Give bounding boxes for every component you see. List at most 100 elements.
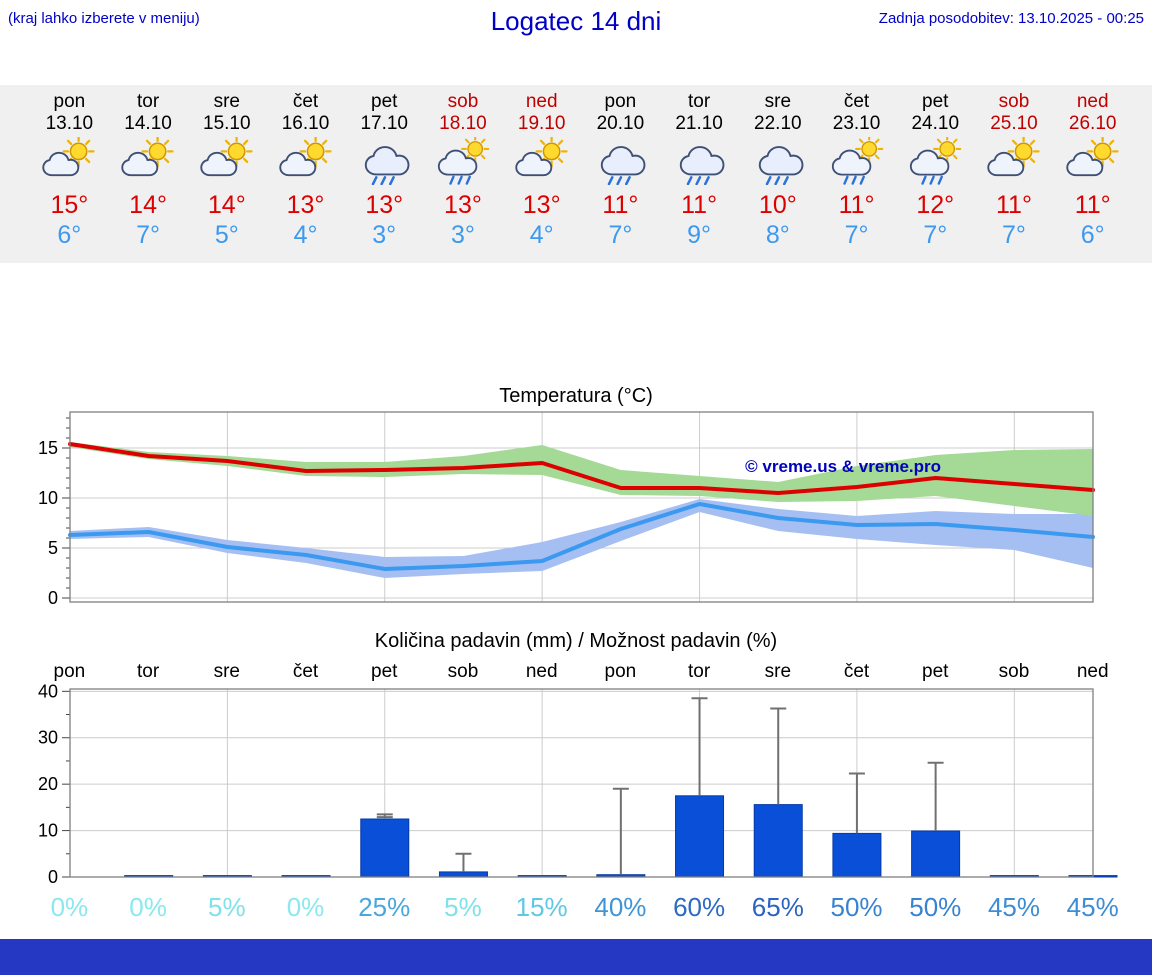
day-date: 25.10 xyxy=(990,113,1038,134)
temp-min-range-band xyxy=(70,499,1093,578)
sunrain-weather-icon xyxy=(896,137,975,187)
partly-weather-icon xyxy=(502,137,581,187)
temp-low: 7° xyxy=(608,221,633,249)
temp-low: 4° xyxy=(529,221,554,249)
svg-text:0: 0 xyxy=(48,588,58,608)
day-date: 17.10 xyxy=(360,113,408,134)
precip-probability: 65% xyxy=(751,892,804,922)
precip-bar xyxy=(911,830,961,878)
precipitation-chart-title: Količina padavin (mm) / Možnost padavin … xyxy=(374,630,778,652)
precip-probability: 60% xyxy=(673,892,726,922)
day-date: 21.10 xyxy=(675,113,723,134)
svg-text:40: 40 xyxy=(38,683,58,701)
svg-text:10: 10 xyxy=(38,821,58,841)
forecast-day: sre 22.10 10° 8° xyxy=(738,85,817,249)
temp-low: 7° xyxy=(136,221,161,249)
watermark-link[interactable]: © vreme.us & vreme.pro xyxy=(745,457,941,476)
temp-low: 6° xyxy=(57,221,82,249)
precip-probability: 15% xyxy=(515,892,568,922)
precip-bar xyxy=(360,818,410,878)
svg-text:20: 20 xyxy=(38,774,58,794)
rain-weather-icon xyxy=(738,137,817,187)
precip-probability: 45% xyxy=(1066,892,1119,922)
precip-probability: 25% xyxy=(358,892,411,922)
precip-bar xyxy=(753,804,803,878)
svg-text:0: 0 xyxy=(48,867,58,887)
precip-day-label: sob xyxy=(998,661,1030,682)
partly-weather-icon xyxy=(266,137,345,187)
temp-high: 14° xyxy=(207,191,246,219)
temp-high: 11° xyxy=(838,191,875,219)
svg-text:15: 15 xyxy=(38,438,58,458)
day-date: 14.10 xyxy=(124,113,172,134)
rain-weather-icon xyxy=(660,137,739,187)
precip-day-label: sre xyxy=(213,661,240,682)
day-date: 26.10 xyxy=(1068,113,1117,134)
forecast-day: sre 15.10 14° 5° xyxy=(187,85,266,249)
day-date: 13.10 xyxy=(45,113,94,134)
precip-day-label: sre xyxy=(764,661,792,682)
temp-high: 11° xyxy=(996,191,1032,219)
day-date: 15.10 xyxy=(203,113,251,134)
day-name: čet xyxy=(292,91,319,112)
temp-low: 8° xyxy=(765,221,790,249)
sunrain-weather-icon xyxy=(817,137,896,187)
forecast-day: ned 19.10 13° 4° xyxy=(502,85,581,249)
day-name: sob xyxy=(447,91,479,112)
forecast-strip-days: pon 13.10 15° 6° tor 14.10 14° 7° sre 15.10 14° 5° č… xyxy=(30,85,1132,249)
partly-weather-icon xyxy=(109,137,188,187)
forecast-day: pon 13.10 15° 6° xyxy=(30,85,109,249)
temp-high: 11° xyxy=(602,191,639,219)
forecast-day: pet 24.10 12° 7° xyxy=(896,85,975,249)
temp-max-line xyxy=(68,442,1095,495)
temp-low: 6° xyxy=(1080,221,1105,249)
temp-low: 7° xyxy=(923,221,948,249)
partly-weather-icon xyxy=(30,137,109,187)
temperature-chart: 0 5 10 15 © vreme.us & vreme.pro xyxy=(38,411,1095,608)
day-date: 24.10 xyxy=(911,113,960,134)
forecast-day: sob 25.10 11° 7° xyxy=(975,85,1054,249)
day-name: sre xyxy=(764,91,792,112)
precip-day-label: tor xyxy=(136,661,160,682)
precip-day-label: pet xyxy=(922,661,949,682)
temperature-chart-title: Temperatura (°C) xyxy=(499,385,653,407)
precip-bar xyxy=(832,832,882,878)
precip-bar xyxy=(675,795,725,878)
precip-probability: 0% xyxy=(129,892,167,922)
precip-day-label: pon xyxy=(604,661,637,682)
page-title: Logatec 14 dni xyxy=(490,6,662,36)
forecast-day: pon 20.10 11° 7° xyxy=(581,85,660,249)
temp-high: 13° xyxy=(365,191,404,219)
precip-probability-row: 0% 0% 5% 0% 25% 5% 15% 40% 60% 65% 50% 50% 45% 45% xyxy=(30,892,1132,923)
location-menu-hint: (kraj lahko izberete v meniju) xyxy=(8,10,200,27)
temp-high: 13° xyxy=(522,191,561,219)
forecast-strip: pon 13.10 15° 6° tor 14.10 14° 7° sre 15.10 14° 5° č… xyxy=(0,85,1152,263)
precip-day-label: ned xyxy=(525,661,558,682)
day-name: tor xyxy=(688,91,711,112)
day-date: 20.10 xyxy=(596,113,645,134)
precip-probability: 5% xyxy=(208,892,246,922)
forecast-day: čet 23.10 11° 7° xyxy=(817,85,896,249)
precip-probability: 50% xyxy=(830,892,883,922)
temp-min-line xyxy=(68,502,1095,571)
forecast-day: tor 14.10 14° 7° xyxy=(109,85,188,249)
temp-low: 5° xyxy=(214,221,239,249)
precip-day-label: sob xyxy=(447,661,479,682)
forecast-day: ned 26.10 11° 6° xyxy=(1053,85,1132,249)
rain-weather-icon xyxy=(581,137,660,187)
last-update-text: Zadnja posodobitev: 13.10.2025 - 00:25 xyxy=(878,10,1144,27)
temp-low: 7° xyxy=(844,221,869,249)
day-name: pon xyxy=(604,91,637,112)
temp-low: 4° xyxy=(293,221,318,249)
temp-low: 7° xyxy=(1002,221,1026,249)
spacer xyxy=(0,263,1152,385)
temp-low: 9° xyxy=(687,221,712,249)
footer-bar xyxy=(0,939,1152,975)
day-name: ned xyxy=(525,91,558,112)
day-name: pet xyxy=(922,91,949,112)
temp-high: 13° xyxy=(286,191,325,219)
page-header: (kraj lahko izberete v meniju) Logatec 1… xyxy=(0,0,1152,40)
day-name: tor xyxy=(136,91,160,112)
precip-day-label: pon xyxy=(53,661,86,682)
precip-probability: 0% xyxy=(50,892,89,922)
